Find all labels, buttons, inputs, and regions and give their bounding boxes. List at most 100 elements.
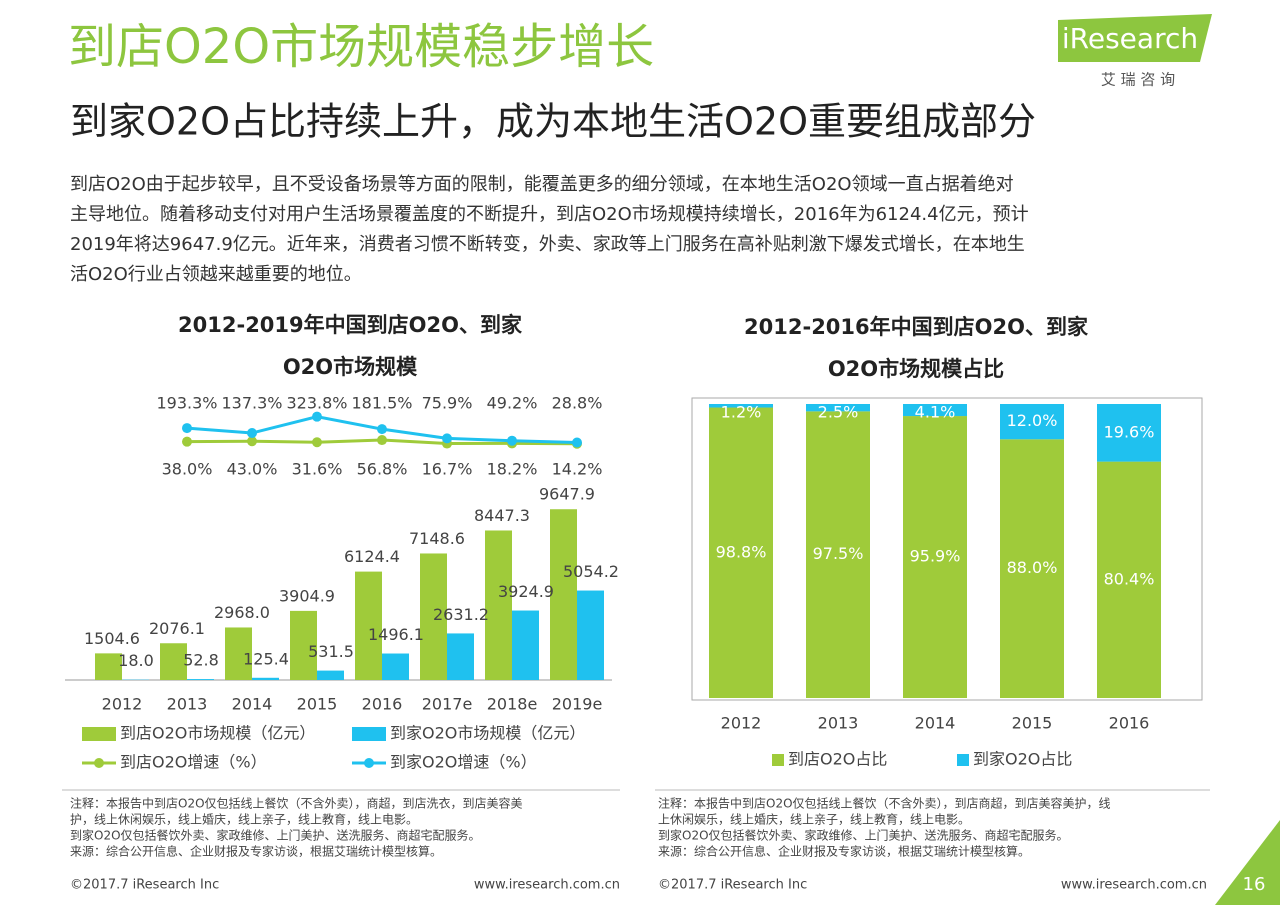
data-label: 56.8%: [357, 460, 408, 479]
data-label: 43.0%: [227, 460, 278, 479]
data-label: 14.2%: [552, 460, 603, 479]
line-point: [507, 435, 517, 446]
body-text: 主导地位。随着移动支付对用户生活场景覆盖度的不断提升，到店O2O市场规模持续增长…: [70, 204, 1029, 225]
body-text: 2019年将达9647.9亿元。近年来，消费者习惯不断转变，外卖、家政等上门服务…: [70, 234, 1025, 255]
data-label: 95.9%: [910, 547, 961, 566]
data-label: 2968.0: [214, 603, 270, 622]
bar-segment: [806, 404, 870, 412]
data-label: 98.8%: [716, 542, 767, 561]
legend-label: 到家O2O占比: [973, 750, 1072, 769]
legend-label: 到店O2O占比: [788, 750, 887, 769]
note: 来源：综合公开信息、企业财报及专家访谈，根据艾瑞统计模型核算。: [70, 844, 442, 859]
bar-segment: [806, 411, 870, 698]
slide-subtitle: 到家O2O占比持续上升，成为本地生活O2O重要组成部分: [70, 100, 1036, 144]
x-tick-label: 2015: [1012, 714, 1053, 733]
bar: [355, 571, 382, 680]
bar-segment: [1000, 439, 1064, 698]
url: www.iresearch.com.cn: [474, 878, 620, 893]
x-tick-label: 2012: [102, 695, 143, 714]
data-label: 1.2%: [721, 403, 762, 422]
legend-swatch: [352, 727, 386, 741]
data-label: 125.4: [243, 649, 289, 668]
data-label: 28.8%: [552, 394, 603, 413]
line-point: [182, 436, 192, 447]
copyright: ©2017.7 iResearch Inc: [70, 878, 219, 893]
bar: [550, 509, 577, 680]
bar: [512, 610, 539, 680]
data-label: 323.8%: [286, 394, 347, 413]
line-point: [312, 437, 322, 448]
chart-title: O2O市场规模: [283, 355, 418, 379]
data-label: 75.9%: [422, 394, 473, 413]
line-point: [247, 436, 257, 447]
data-label: 137.3%: [221, 394, 282, 413]
data-label: 3924.9: [498, 582, 554, 601]
page-number: 16: [1243, 874, 1266, 895]
data-label: 3904.9: [279, 586, 335, 605]
data-label: 2.5%: [818, 403, 859, 422]
line-point: [247, 427, 257, 438]
x-tick-label: 2013: [818, 714, 859, 733]
data-label: 8447.3: [474, 506, 530, 525]
bar: [252, 677, 279, 680]
data-label: 49.2%: [487, 394, 538, 413]
note: 到家O2O仅包括餐饮外卖、家政维修、上门美护、送洗服务、商超宅配服务。: [658, 828, 1069, 843]
data-label: 4.1%: [915, 403, 956, 422]
x-tick-label: 2016: [1109, 714, 1150, 733]
data-label: 2631.2: [433, 605, 489, 624]
copyright: ©2017.7 iResearch Inc: [658, 878, 807, 893]
bar: [485, 530, 512, 680]
data-label: 2076.1: [149, 619, 205, 638]
bar: [577, 590, 604, 680]
data-label: 19.6%: [1104, 422, 1155, 441]
bar-segment: [709, 407, 773, 698]
legend-label: 到家O2O市场规模（亿元）: [390, 724, 585, 743]
data-label: 7148.6: [409, 529, 465, 548]
line-point: [312, 411, 322, 422]
bar: [447, 633, 474, 680]
url: www.iresearch.com.cn: [1061, 878, 1207, 893]
x-tick-label: 2016: [362, 695, 403, 714]
bar-segment: [903, 416, 967, 698]
bar: [290, 610, 317, 680]
x-tick-label: 2017e: [422, 695, 473, 714]
logo: iResearch: [1062, 22, 1198, 55]
line-point: [377, 435, 387, 446]
legend-swatch: [957, 754, 969, 766]
data-label: 6124.4: [344, 547, 400, 566]
note: 上休闲娱乐，线上婚庆，线上亲子，线上教育，线上电影。: [658, 812, 970, 827]
corner-deco: [1215, 820, 1280, 905]
bar-segment: [1000, 404, 1064, 440]
note: 来源：综合公开信息、企业财报及专家访谈，根据艾瑞统计模型核算。: [658, 844, 1030, 859]
line-point: [182, 423, 192, 434]
data-label: 38.0%: [162, 460, 213, 479]
legend-point: [364, 758, 374, 768]
chart-title: 2012-2016年中国到店O2O、到家: [744, 315, 1089, 339]
bar-segment: [1097, 461, 1161, 698]
data-label: 88.0%: [1007, 558, 1058, 577]
bar-segment: [1097, 404, 1161, 462]
x-tick-label: 2018e: [487, 695, 538, 714]
data-label: 193.3%: [156, 394, 217, 413]
bar: [95, 653, 122, 680]
data-label: 9647.9: [539, 485, 595, 504]
data-label: 181.5%: [351, 394, 412, 413]
bar: [382, 653, 409, 680]
bar: [160, 643, 187, 680]
body-text: 到店O2O由于起步较早，且不受设备场景等方面的限制，能覆盖更多的细分领域，在本地…: [70, 174, 1014, 195]
bar-segment: [903, 404, 967, 417]
data-label: 80.4%: [1104, 569, 1155, 588]
data-label: 1496.1: [368, 625, 424, 644]
data-label: 1504.6: [84, 629, 140, 648]
x-tick-label: 2012: [721, 714, 762, 733]
x-tick-label: 2014: [915, 714, 956, 733]
legend-point: [94, 758, 104, 768]
logo-bg: [1058, 14, 1212, 62]
bar: [420, 553, 447, 680]
legend-label: 到家O2O增速（%）: [390, 753, 537, 772]
plot-frame: [691, 397, 1203, 701]
data-label: 531.5: [308, 642, 354, 661]
note: 注释：本报告中到店O2O仅包括线上餐饮（不含外卖），到店商超，到店美容美护，线: [658, 796, 1111, 811]
note: 护，线上休闲娱乐，线上婚庆，线上亲子，线上教育，线上电影。: [70, 812, 418, 827]
note: 注释：本报告中到店O2O仅包括线上餐饮（不含外卖），商超，到店洗衣，到店美容美: [70, 796, 523, 811]
